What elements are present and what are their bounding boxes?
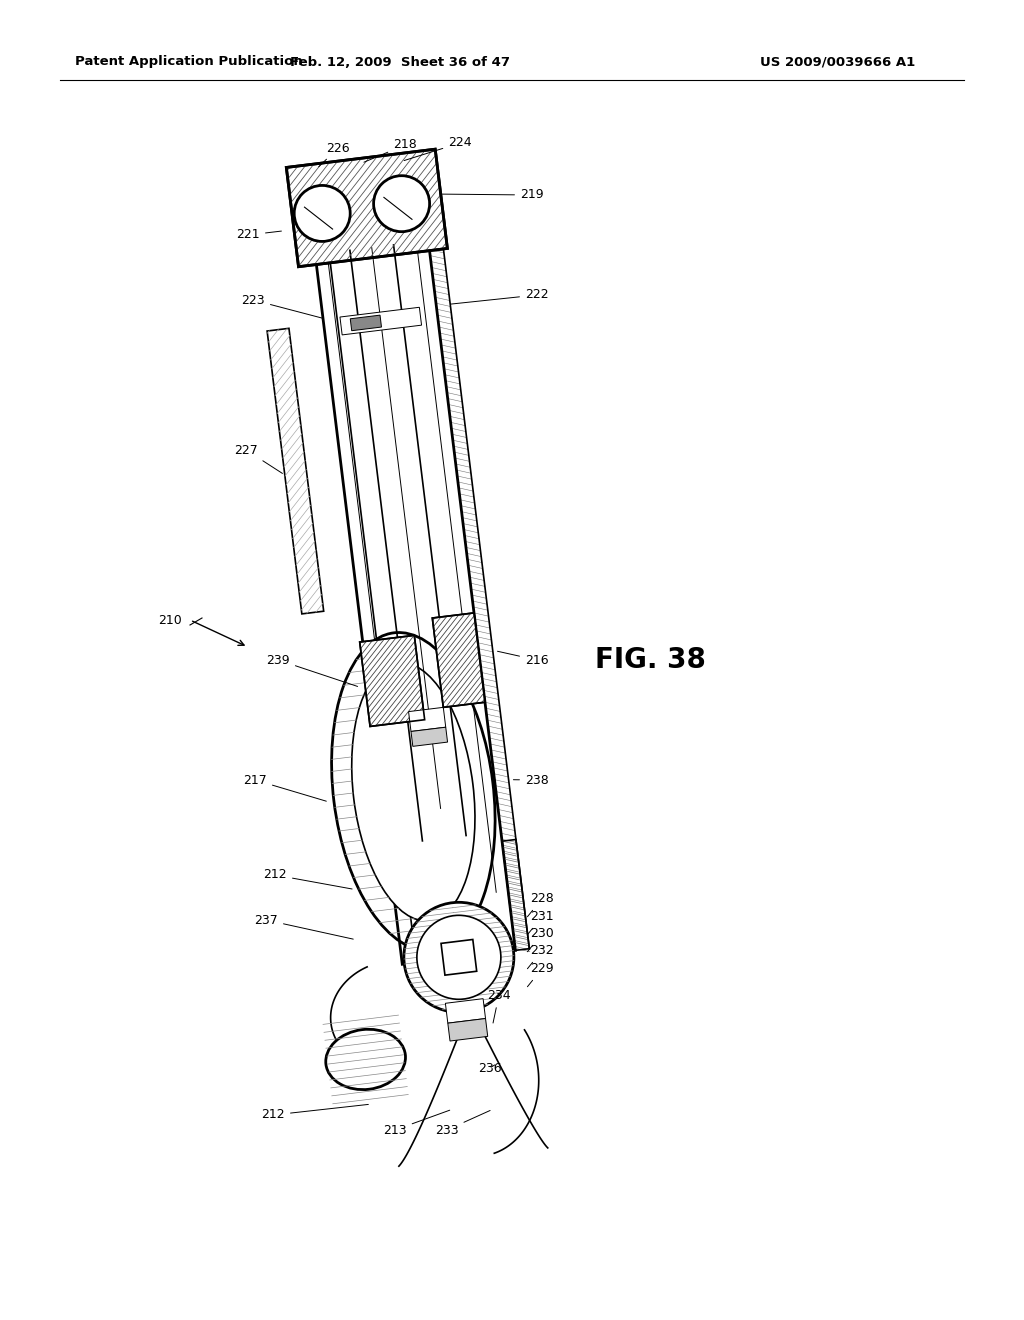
Text: 232: 232 [527,944,554,969]
Text: 239: 239 [266,653,357,686]
Text: 212: 212 [261,1105,369,1122]
Text: 218: 218 [364,139,417,162]
Text: 227: 227 [234,444,283,474]
Text: 228: 228 [527,892,554,916]
Text: 238: 238 [513,774,549,787]
Polygon shape [350,315,382,331]
Circle shape [417,915,501,999]
Ellipse shape [332,632,496,950]
Circle shape [374,176,430,232]
Text: 234: 234 [487,989,511,1023]
Text: 223: 223 [242,293,323,318]
Text: 217: 217 [244,774,327,801]
Polygon shape [359,635,425,726]
Polygon shape [340,308,422,335]
Text: 226: 226 [318,141,350,166]
Text: 236: 236 [478,1061,502,1074]
Polygon shape [445,999,485,1023]
Text: 224: 224 [404,136,472,161]
Polygon shape [411,727,447,746]
Text: 219: 219 [441,189,544,202]
Polygon shape [441,940,477,975]
Text: 237: 237 [254,913,353,939]
Polygon shape [432,612,485,708]
Text: 216: 216 [498,651,549,667]
Text: 212: 212 [263,869,352,888]
Text: US 2009/0039666 A1: US 2009/0039666 A1 [760,55,915,69]
Circle shape [294,185,350,242]
Text: Patent Application Publication: Patent Application Publication [75,55,303,69]
Polygon shape [267,329,324,614]
Circle shape [403,903,514,1012]
Ellipse shape [351,663,475,921]
Text: Feb. 12, 2009  Sheet 36 of 47: Feb. 12, 2009 Sheet 36 of 47 [290,55,510,69]
Text: 213: 213 [383,1110,450,1137]
Text: 231: 231 [527,911,554,935]
Text: 229: 229 [527,962,554,987]
Text: 230: 230 [527,928,554,952]
Text: 222: 222 [451,289,549,304]
Polygon shape [287,149,447,267]
Text: 210: 210 [159,614,182,627]
Text: 221: 221 [237,228,282,242]
Polygon shape [409,708,445,731]
Ellipse shape [326,1030,406,1089]
Text: 233: 233 [435,1110,490,1137]
Text: FIG. 38: FIG. 38 [595,645,706,675]
Polygon shape [447,1019,487,1041]
